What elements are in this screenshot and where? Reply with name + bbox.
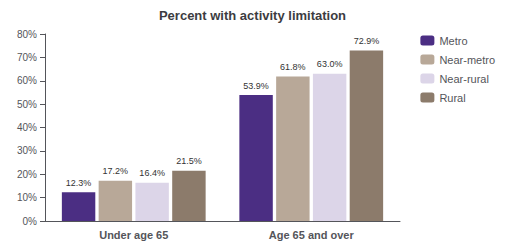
svg-text:12.3%: 12.3% <box>66 178 92 188</box>
svg-text:63.0%: 63.0% <box>317 59 343 69</box>
svg-text:80%: 80% <box>17 29 37 40</box>
svg-text:Age 65 and over: Age 65 and over <box>269 229 355 241</box>
svg-text:Near-rural: Near-rural <box>439 73 489 85</box>
svg-text:10%: 10% <box>17 192 37 203</box>
svg-text:40%: 40% <box>17 122 37 133</box>
svg-text:Metro: Metro <box>439 35 467 47</box>
svg-text:53.9%: 53.9% <box>243 81 269 91</box>
svg-text:Near-metro: Near-metro <box>439 54 495 66</box>
svg-text:50%: 50% <box>17 99 37 110</box>
svg-text:16.4%: 16.4% <box>139 168 165 178</box>
svg-text:17.2%: 17.2% <box>103 166 129 176</box>
svg-text:Percent with activity limitati: Percent with activity limitation <box>159 8 346 23</box>
svg-text:70%: 70% <box>17 52 37 63</box>
svg-text:0%: 0% <box>23 216 38 227</box>
svg-text:Under age 65: Under age 65 <box>99 229 168 241</box>
svg-text:21.5%: 21.5% <box>176 156 202 166</box>
svg-text:30%: 30% <box>17 145 37 156</box>
svg-text:Rural: Rural <box>439 92 465 104</box>
svg-text:72.9%: 72.9% <box>354 36 380 46</box>
svg-text:20%: 20% <box>17 169 37 180</box>
svg-text:60%: 60% <box>17 75 37 86</box>
svg-text:61.8%: 61.8% <box>280 62 306 72</box>
